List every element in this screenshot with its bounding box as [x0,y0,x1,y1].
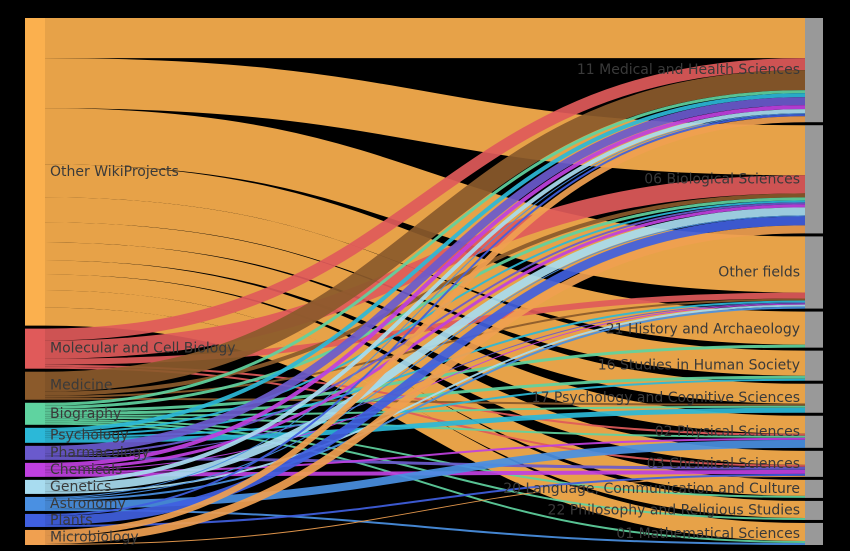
source-label: Chemicals [50,462,122,478]
target-label: 06 Biological Sciences [644,171,800,187]
link [44,222,806,404]
source-label: Pharmacology [50,445,150,461]
target-node [805,236,823,309]
link [44,397,806,406]
link [44,113,806,498]
source-node [25,18,45,326]
target-label: 16 Studies in Human Society [598,358,800,374]
target-node [805,311,823,348]
source-node [25,496,45,511]
link [44,407,806,443]
link [44,475,806,546]
link [44,306,806,501]
source-node [25,529,45,545]
source-node [25,479,45,494]
target-node [805,522,823,545]
link [44,197,806,409]
link [44,344,806,412]
target-label: 21 History and Archaeology [606,322,800,338]
source-label: Genetics [50,479,111,495]
target-label: Other fields [718,265,800,281]
link [44,405,806,417]
target-node [805,125,823,234]
target-label: 02 Physical Sciences [655,424,800,440]
links [44,17,806,546]
link [44,207,806,492]
link [44,456,806,470]
source-label: Biography [50,406,121,422]
source-node [25,402,45,425]
source-node [25,427,45,443]
target-node [805,383,823,413]
source-label: Molecular and Cell Biology [50,341,236,357]
source-node [25,445,45,460]
target-label: 20 Language, Communication and Culture [503,481,800,497]
link [44,418,806,498]
source-label: Psychology [50,427,129,443]
source-label: Plants [50,512,93,528]
link [44,116,806,536]
target-label: 03 Chemical Sciences [647,456,800,472]
target-label: 11 Medical and Health Sciences [577,62,800,78]
target-node [805,479,823,498]
source-node [25,462,45,477]
target-label: 17 Psychology and Cognitive Sciences [532,390,800,406]
target-label: 01 Mathematical Sciences [616,526,800,542]
source-node [25,513,45,527]
link [44,58,806,341]
target-label: 22 Philosophy and Religious Studies [548,502,800,518]
link [44,70,806,392]
link [44,216,806,525]
link [44,105,806,467]
target-node [805,500,823,520]
source-node [25,371,45,400]
link [44,200,806,434]
link [44,204,806,470]
link [44,109,806,484]
link [44,215,806,499]
link [44,90,806,406]
source-label: Microbiology [50,529,139,545]
target-node [805,18,823,123]
link [44,58,806,176]
source-label: Other WikiProjects [50,164,179,180]
link [44,175,806,359]
link [44,97,806,454]
source-node [25,328,45,369]
target-node [805,415,823,448]
link [44,114,806,516]
source-label: Astronomy [50,496,126,512]
source-label: Medicine [50,378,113,394]
link [44,225,806,544]
target-node [805,450,823,477]
link [44,93,806,432]
target-node [805,350,823,381]
